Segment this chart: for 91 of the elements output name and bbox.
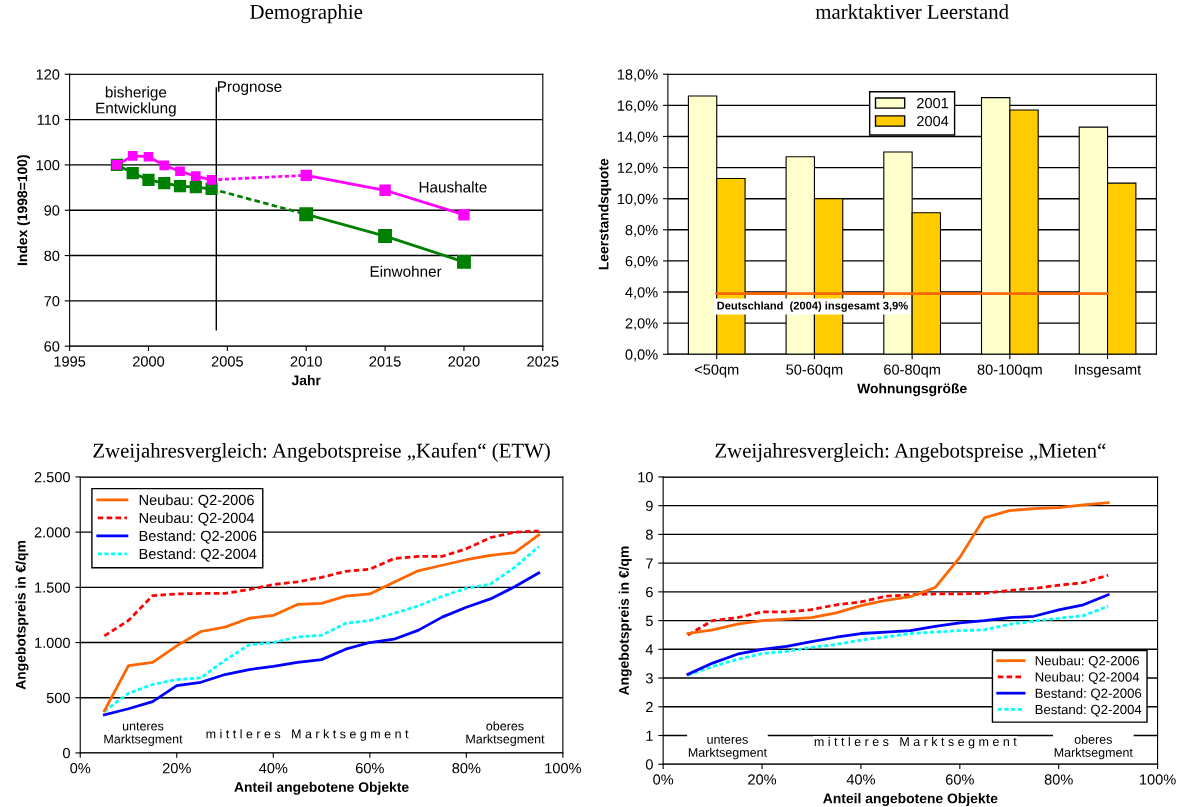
x-tick-label: <50qm (694, 364, 739, 378)
x-tick-label: 2005 (211, 356, 243, 367)
legend-label: 2001 (917, 97, 949, 109)
y-tick-label: 0 (62, 748, 70, 759)
y-tick-label: 9 (646, 500, 653, 512)
y-tick-label: 8,0% (625, 224, 658, 237)
x-tick-label: 80% (452, 763, 481, 774)
y-tick-label: 0 (645, 759, 653, 770)
legend-label: Neubau: Q2-2006 (139, 494, 254, 508)
y-tick-label: 4,0% (625, 287, 658, 300)
x-tick-label: 80% (1044, 774, 1073, 785)
y-tick-label: 18,0% (617, 69, 658, 82)
y-tick-label: 60 (44, 341, 60, 352)
y-axis-title: Index (1998=100) (17, 155, 31, 266)
x-tick-label: 2025 (527, 356, 559, 367)
legend-label: Neubau: Q2-2004 (1035, 671, 1140, 685)
legend-label: Bestand: Q2-2004 (1035, 704, 1142, 717)
x-tick-label: 100% (1140, 774, 1176, 785)
x-tick-label: 60% (945, 774, 974, 785)
chart-title: Demographie (250, 4, 363, 24)
x-tick-label: 60-80qm (884, 364, 940, 378)
y-tick-label: 2 (646, 701, 653, 713)
y-tick-label: 90 (44, 205, 60, 216)
y-axis-title: Angebotspreis in €/qm (15, 540, 29, 690)
x-tick-label: 80-100qm (977, 364, 1042, 378)
x-tick-label: 2015 (369, 356, 401, 367)
annotation: unteres Marktsegment (104, 722, 183, 746)
y-tick-label: 3 (645, 673, 653, 684)
y-tick-label: 120 (36, 69, 60, 80)
legend-label: Bestand: Q2-2006 (1035, 688, 1142, 701)
chart-title: Zweijahresvergleich: Angebotspreise „Kaufen“ (ETW) (93, 442, 550, 462)
legend-label: Neubau: Q2-2006 (1035, 655, 1139, 668)
annotation: unteres Marktsegment (688, 735, 767, 760)
y-axis-title: Leerstandsquote (598, 158, 612, 270)
x-axis-title: Wohnungsgröße (857, 383, 967, 397)
annotation: oberes Marktsegment (1054, 734, 1133, 760)
y-tick-label: 6,0% (625, 256, 658, 269)
y-tick-label: 70 (44, 295, 60, 307)
annotation: Prognose (217, 81, 282, 95)
legend-label: Neubau: Q2-2004 (139, 512, 255, 526)
y-tick-label: 10 (638, 472, 653, 483)
x-tick-label: 100% (545, 763, 581, 774)
y-tick-label: 1 (646, 730, 653, 741)
y-tick-label: 2.000 (34, 527, 70, 538)
x-tick-label: 20% (162, 763, 191, 774)
x-tick-label: 0% (70, 763, 91, 774)
y-tick-label: 7 (646, 558, 653, 569)
chart-title: Zweijahresvergleich: Angebotspreise „Mieten“ (715, 443, 1106, 462)
x-axis-title: Jahr (291, 375, 321, 386)
annotation: bisherige Entwicklung (96, 86, 176, 117)
x-tick-label: 2020 (448, 356, 480, 367)
y-tick-label: 110 (37, 114, 60, 125)
y-tick-label: 12,0% (617, 162, 658, 175)
annotation: oberes Marktsegment (466, 721, 545, 746)
y-tick-label: 100 (36, 160, 60, 171)
y-tick-label: 80 (44, 250, 60, 261)
legend-label: Bestand: Q2-2004 (139, 548, 257, 562)
ref-line-label: Deutschland (2004) insgesamt 3,9% (717, 301, 908, 312)
y-tick-label: 10,0% (617, 193, 658, 206)
y-tick-label: 1.500 (35, 582, 70, 593)
y-tick-label: 500 (46, 692, 70, 704)
y-tick-label: 0,0% (625, 349, 658, 362)
x-tick-label: 40% (846, 774, 875, 785)
y-tick-label: 14,0% (617, 131, 658, 144)
y-tick-label: 2.500 (34, 472, 70, 483)
x-tick-label: 50-60qm (786, 364, 843, 378)
x-tick-label: 2010 (290, 356, 322, 367)
y-tick-label: 1.000 (35, 637, 70, 648)
y-tick-label: 5 (645, 615, 653, 627)
x-axis-title: Anteil angebotene Objekte (823, 793, 998, 807)
y-tick-label: 16,0% (617, 100, 658, 113)
x-tick-label: 60% (355, 763, 384, 774)
annotation: Haushalte (419, 181, 487, 193)
x-tick-label: 40% (259, 763, 288, 774)
annotation: Einwohner (370, 265, 442, 277)
legend-label: Bestand: Q2-2006 (139, 530, 257, 544)
y-axis-title: Angebotspreis in €/qm (618, 546, 632, 696)
x-tick-label: 1995 (54, 356, 86, 367)
annotation: m i t t l e r e s M a r k t s e g m e n t (814, 736, 1017, 749)
y-tick-label: 4 (645, 644, 654, 655)
y-tick-label: 6 (646, 586, 653, 598)
chart-title: marktaktiver Leerstand (815, 4, 1009, 19)
x-tick-label: Insgesamt (1075, 364, 1142, 378)
y-tick-label: 8 (645, 529, 653, 540)
x-tick-label: 2000 (133, 356, 165, 367)
legend-label: 2004 (917, 115, 949, 127)
x-tick-label: 0% (653, 774, 674, 785)
x-axis-title: Anteil angebotene Objekte (234, 781, 409, 795)
annotation: m i t t l e r e s M a r k t s e g m e n t (206, 729, 409, 741)
x-tick-label: 20% (748, 774, 777, 785)
y-tick-label: 2,0% (625, 318, 658, 331)
